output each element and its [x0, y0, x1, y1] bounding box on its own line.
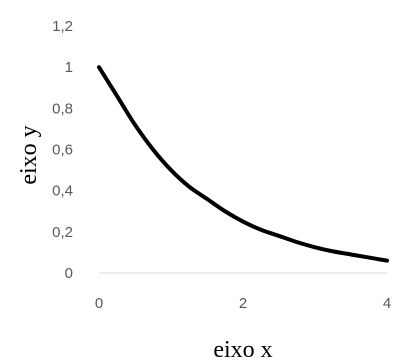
y-tick-labels: 0 0,2 0,4 0,6 0,8 1 1,2 — [52, 18, 73, 282]
y-tick-label: 0,4 — [52, 183, 73, 200]
y-tick-label: 1,2 — [52, 18, 73, 35]
y-tick-label: 1 — [65, 59, 73, 76]
y-tick-label: 0,6 — [52, 142, 73, 159]
x-axis-title: eixo x — [213, 337, 272, 363]
y-tick-label: 0,2 — [52, 224, 73, 241]
series-line — [97, 65, 389, 263]
x-tick-label: 0 — [95, 295, 103, 312]
x-tick-labels: 0 2 4 — [95, 295, 391, 312]
y-tick-label: 0,8 — [52, 100, 73, 117]
x-tick-label: 4 — [383, 295, 391, 312]
x-tick-label: 2 — [239, 295, 247, 312]
y-tick-label: 0 — [65, 265, 73, 282]
y-axis-title: eixo y — [16, 125, 42, 184]
series-layer — [97, 65, 389, 263]
